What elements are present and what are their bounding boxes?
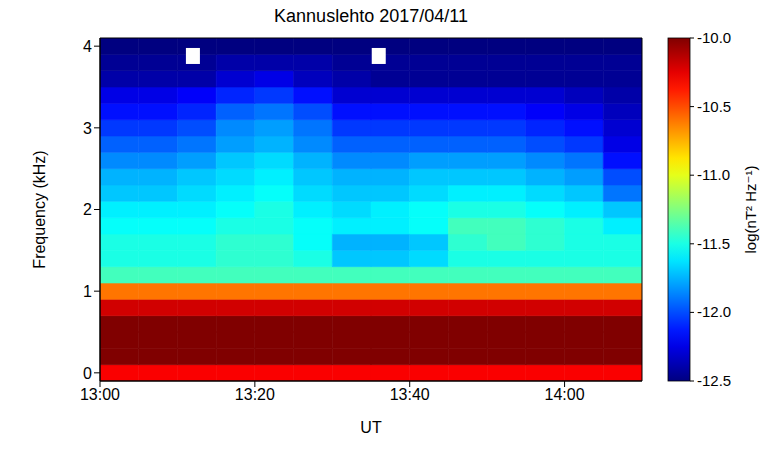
svg-text:-11.0: -11.0 [697,166,730,183]
svg-text:UT: UT [360,419,382,436]
svg-text:14:00: 14:00 [545,386,585,403]
svg-text:-12.5: -12.5 [697,372,731,389]
svg-text:-11.5: -11.5 [697,235,730,252]
svg-text:-12.0: -12.0 [697,303,731,320]
svg-text:-10.0: -10.0 [697,30,731,46]
svg-text:Frequency (kHz): Frequency (kHz) [31,150,48,268]
svg-text:log(nT² Hz⁻¹): log(nT² Hz⁻¹) [742,166,759,254]
html-text:Kannuslehto 2017/04/11: Kannuslehto 2017/04/11 [274,6,468,26]
svg-text:-10.5: -10.5 [697,98,731,115]
svg-text:1: 1 [83,283,92,300]
svg-text:2: 2 [83,201,92,218]
svg-text:4: 4 [83,38,92,55]
svg-text:13:40: 13:40 [390,386,430,403]
svg-text:3: 3 [83,120,92,137]
svg-text:0: 0 [83,365,92,382]
svg-text:13:20: 13:20 [235,386,275,403]
svg-text:13:00: 13:00 [80,386,120,403]
